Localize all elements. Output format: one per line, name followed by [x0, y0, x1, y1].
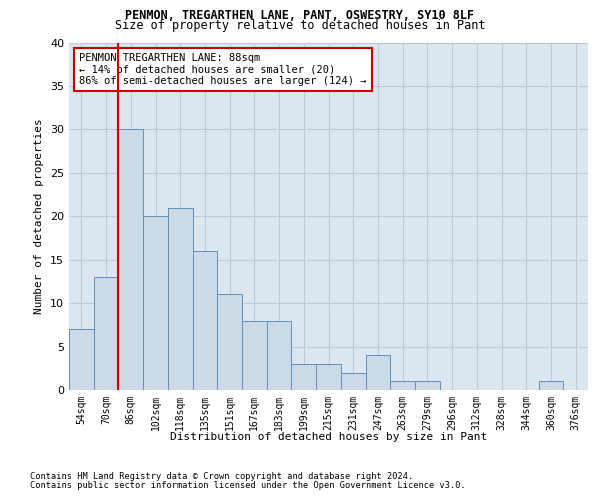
Bar: [390, 382, 415, 390]
Bar: [94, 277, 118, 390]
Bar: [69, 329, 94, 390]
Text: PENMON, TREGARTHEN LANE, PANT, OSWESTRY, SY10 8LF: PENMON, TREGARTHEN LANE, PANT, OSWESTRY,…: [125, 9, 475, 22]
Text: Contains HM Land Registry data © Crown copyright and database right 2024.: Contains HM Land Registry data © Crown c…: [30, 472, 413, 481]
Bar: [267, 320, 292, 390]
Bar: [217, 294, 242, 390]
Bar: [118, 130, 143, 390]
Text: Contains public sector information licensed under the Open Government Licence v3: Contains public sector information licen…: [30, 481, 466, 490]
Bar: [242, 320, 267, 390]
Bar: [168, 208, 193, 390]
Bar: [143, 216, 168, 390]
Bar: [193, 251, 217, 390]
Bar: [341, 372, 365, 390]
Text: Size of property relative to detached houses in Pant: Size of property relative to detached ho…: [115, 19, 485, 32]
Bar: [316, 364, 341, 390]
Y-axis label: Number of detached properties: Number of detached properties: [34, 118, 44, 314]
Bar: [292, 364, 316, 390]
Text: Distribution of detached houses by size in Pant: Distribution of detached houses by size …: [170, 432, 487, 442]
Bar: [365, 355, 390, 390]
Bar: [539, 382, 563, 390]
Text: PENMON TREGARTHEN LANE: 88sqm
← 14% of detached houses are smaller (20)
86% of s: PENMON TREGARTHEN LANE: 88sqm ← 14% of d…: [79, 53, 367, 86]
Bar: [415, 382, 440, 390]
